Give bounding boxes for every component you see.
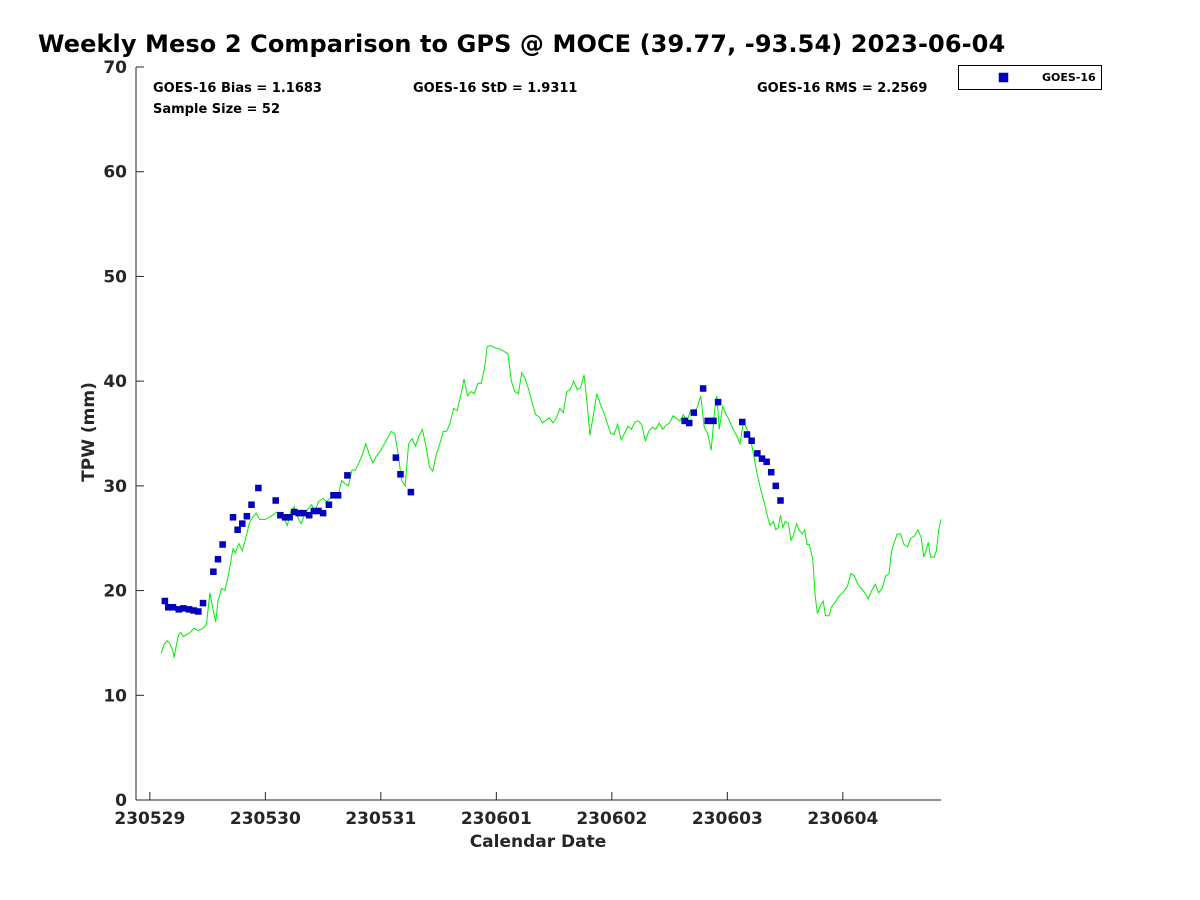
goes16-point bbox=[180, 605, 187, 612]
goes16-point bbox=[325, 501, 333, 508]
goes16-point bbox=[214, 555, 222, 563]
y-tick-label: 60 bbox=[103, 163, 127, 183]
rms-stat: GOES-16 RMS = 2.2569 bbox=[757, 81, 927, 96]
goes16-point bbox=[199, 599, 207, 607]
x-tick-label: 230531 bbox=[345, 809, 416, 829]
gps-series-line bbox=[160, 344, 942, 658]
goes16-point bbox=[169, 604, 177, 611]
legend-box bbox=[958, 65, 1102, 90]
x-tick-label: 230604 bbox=[807, 809, 878, 829]
y-tick-label: 40 bbox=[103, 372, 127, 392]
goes16-point bbox=[777, 497, 784, 504]
x-tick-label: 230603 bbox=[692, 809, 763, 829]
goes16-point bbox=[334, 492, 342, 499]
goes16-point bbox=[714, 398, 722, 406]
goes16-point bbox=[685, 419, 693, 427]
x-tick-label: 230601 bbox=[461, 809, 532, 829]
bias-stat: GOES-16 Bias = 1.1683 bbox=[153, 81, 322, 96]
goes16-point bbox=[243, 512, 251, 520]
goes16-point bbox=[219, 541, 226, 548]
goes16-point bbox=[767, 468, 775, 476]
goes16-point bbox=[229, 514, 237, 521]
goes16-point bbox=[699, 385, 707, 392]
goes16-point bbox=[255, 484, 262, 492]
goes16-point bbox=[239, 520, 246, 527]
goes16-point bbox=[248, 501, 255, 508]
goes16-point bbox=[690, 409, 698, 416]
goes16-point bbox=[704, 417, 711, 425]
goes16-point bbox=[161, 597, 169, 605]
goes16-point bbox=[748, 437, 755, 445]
y-tick-label: 20 bbox=[103, 582, 127, 602]
goes16-point bbox=[305, 511, 313, 519]
goes16-point bbox=[272, 497, 279, 504]
goes16-point bbox=[397, 471, 404, 478]
goes16-point bbox=[763, 458, 770, 466]
chart-title: Weekly Meso 2 Comparison to GPS @ MOCE (… bbox=[38, 30, 1006, 58]
y-tick-label: 50 bbox=[103, 267, 127, 287]
legend-goes16-marker bbox=[998, 72, 1009, 83]
y-axis-label: TPW (mm) bbox=[79, 382, 99, 482]
std-stat: GOES-16 StD = 1.9311 bbox=[413, 81, 577, 96]
x-tick-label: 230530 bbox=[230, 809, 301, 829]
x-tick-label: 230529 bbox=[114, 809, 185, 829]
y-tick-label: 0 bbox=[115, 791, 127, 811]
goes16-point bbox=[286, 514, 293, 521]
y-tick-label: 30 bbox=[103, 477, 127, 497]
goes16-point bbox=[743, 431, 751, 438]
goes16-point bbox=[300, 509, 307, 517]
goes16-point bbox=[407, 488, 415, 496]
goes16-point bbox=[754, 450, 761, 457]
goes16-point bbox=[210, 568, 217, 575]
x-tick-label: 230602 bbox=[576, 809, 647, 829]
goes16-point bbox=[772, 482, 780, 490]
y-tick-label: 70 bbox=[103, 58, 127, 78]
goes16-point bbox=[234, 526, 241, 534]
x-axis-label: Calendar Date bbox=[470, 832, 607, 852]
goes16-point bbox=[195, 608, 202, 615]
goes16-point bbox=[344, 472, 351, 479]
y-tick-label: 10 bbox=[103, 686, 127, 706]
goes16-point bbox=[319, 509, 327, 517]
legend-goes16-label: GOES-16 bbox=[1042, 71, 1096, 84]
goes16-point bbox=[739, 418, 746, 426]
sample-size-stat: Sample Size = 52 bbox=[153, 102, 280, 117]
goes16-point bbox=[710, 417, 717, 425]
legend: GOES-16 bbox=[958, 65, 1102, 90]
goes16-point bbox=[392, 454, 400, 461]
